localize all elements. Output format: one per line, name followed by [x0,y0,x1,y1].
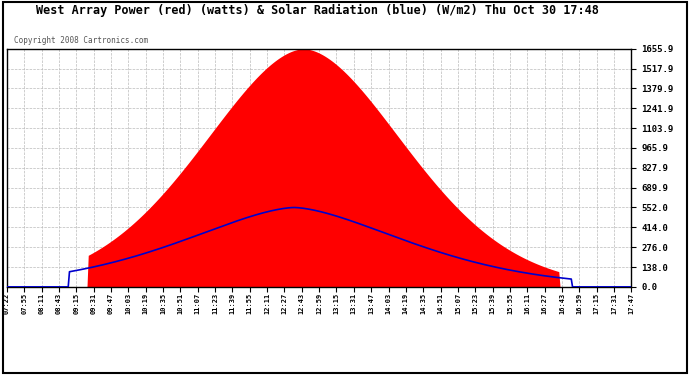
Text: West Array Power (red) (watts) & Solar Radiation (blue) (W/m2) Thu Oct 30 17:48: West Array Power (red) (watts) & Solar R… [36,4,599,17]
Text: Copyright 2008 Cartronics.com: Copyright 2008 Cartronics.com [14,36,148,45]
